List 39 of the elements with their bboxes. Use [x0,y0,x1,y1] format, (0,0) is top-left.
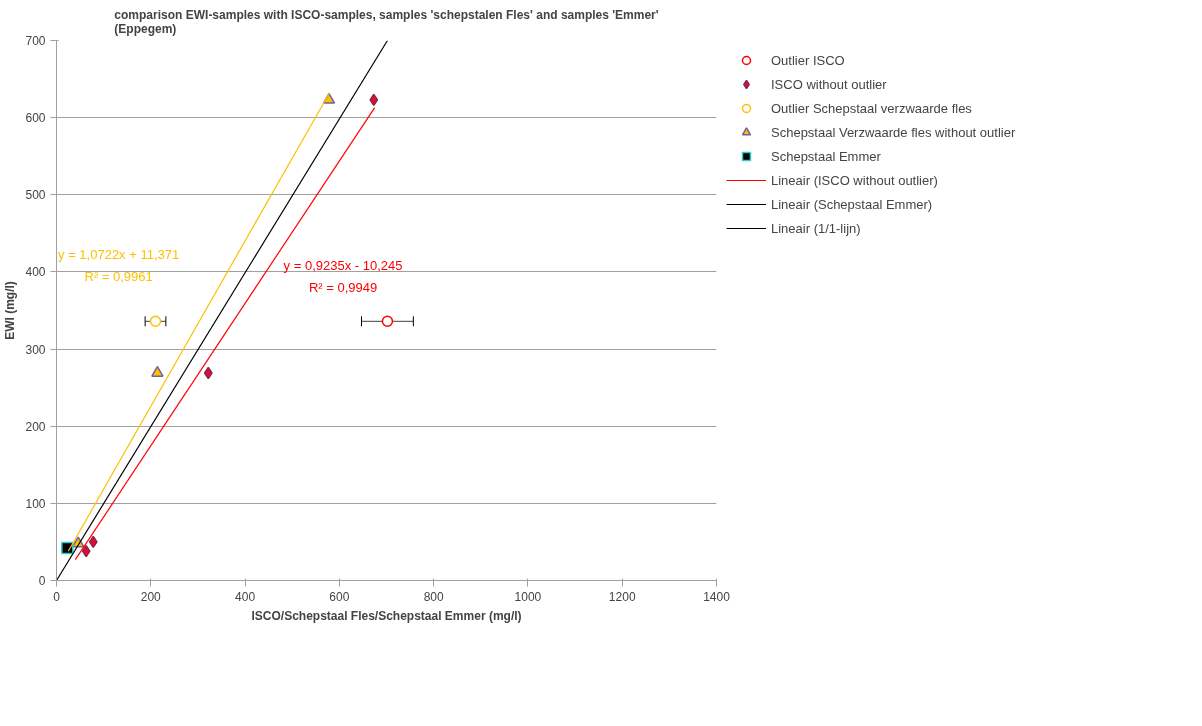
legend-label: Outlier Schepstaal verzwaarde fles [771,100,972,116]
y-tick-label: 400 [25,265,46,280]
x-tick-label: 600 [329,589,350,604]
point [369,93,379,107]
y-tick-label: 500 [25,188,46,203]
y-tick-label: 700 [25,34,46,48]
x-tick-label: 0 [53,589,61,604]
annotation: y = 1,0722x + 11,371 [58,246,180,262]
legend-label: Lineair (1/1-lijn) [771,220,861,236]
x-tick-label: 1400 [703,589,731,604]
x-tick-label: 800 [423,589,444,604]
y-tick-label: 100 [25,496,46,511]
chart-title: comparison EWI-samples with ISCO-samples, samples 'schepstalen Fles' and samples 'Emmer' (Eppegem) [114,7,659,36]
legend-label: Lineair (Schepstaal Emmer) [771,196,933,212]
point [151,365,164,377]
annotation: y = 0,9235x - 10,245 [283,258,403,274]
point [61,541,74,555]
legend-label: Outlier ISCO [771,52,845,68]
legend-label: Schepstaal Emmer [771,148,881,164]
point [149,315,162,328]
point [381,315,394,328]
x-axis-title: ISCO/Schepstaal Fles/Schepstaal Emmer (mg/l) [251,608,522,623]
x-tick-label: 200 [140,589,162,604]
y-tick-label: 300 [25,342,46,357]
legend-label: Schepstaal Verzwaarde fles without outlier [771,124,1016,140]
point [81,544,91,558]
y-tick-label: 200 [25,419,46,434]
x-tick-label: 400 [235,589,256,604]
x-tick-label: 1000 [514,589,542,604]
legend-label: Lineair (ISCO without outlier) [771,172,938,188]
legend-label: ISCO without outlier [771,76,887,92]
annotation: R² = 0,9949 [308,280,378,296]
point [88,535,98,549]
y-tick-label: 600 [25,111,46,126]
y-tick-label: 0 [38,574,46,588]
point [203,366,213,380]
x-tick-label: 1200 [608,589,636,604]
y-axis-title: EWI (mg/l) [3,281,18,340]
annotation: R² = 0,9961 [84,268,153,284]
